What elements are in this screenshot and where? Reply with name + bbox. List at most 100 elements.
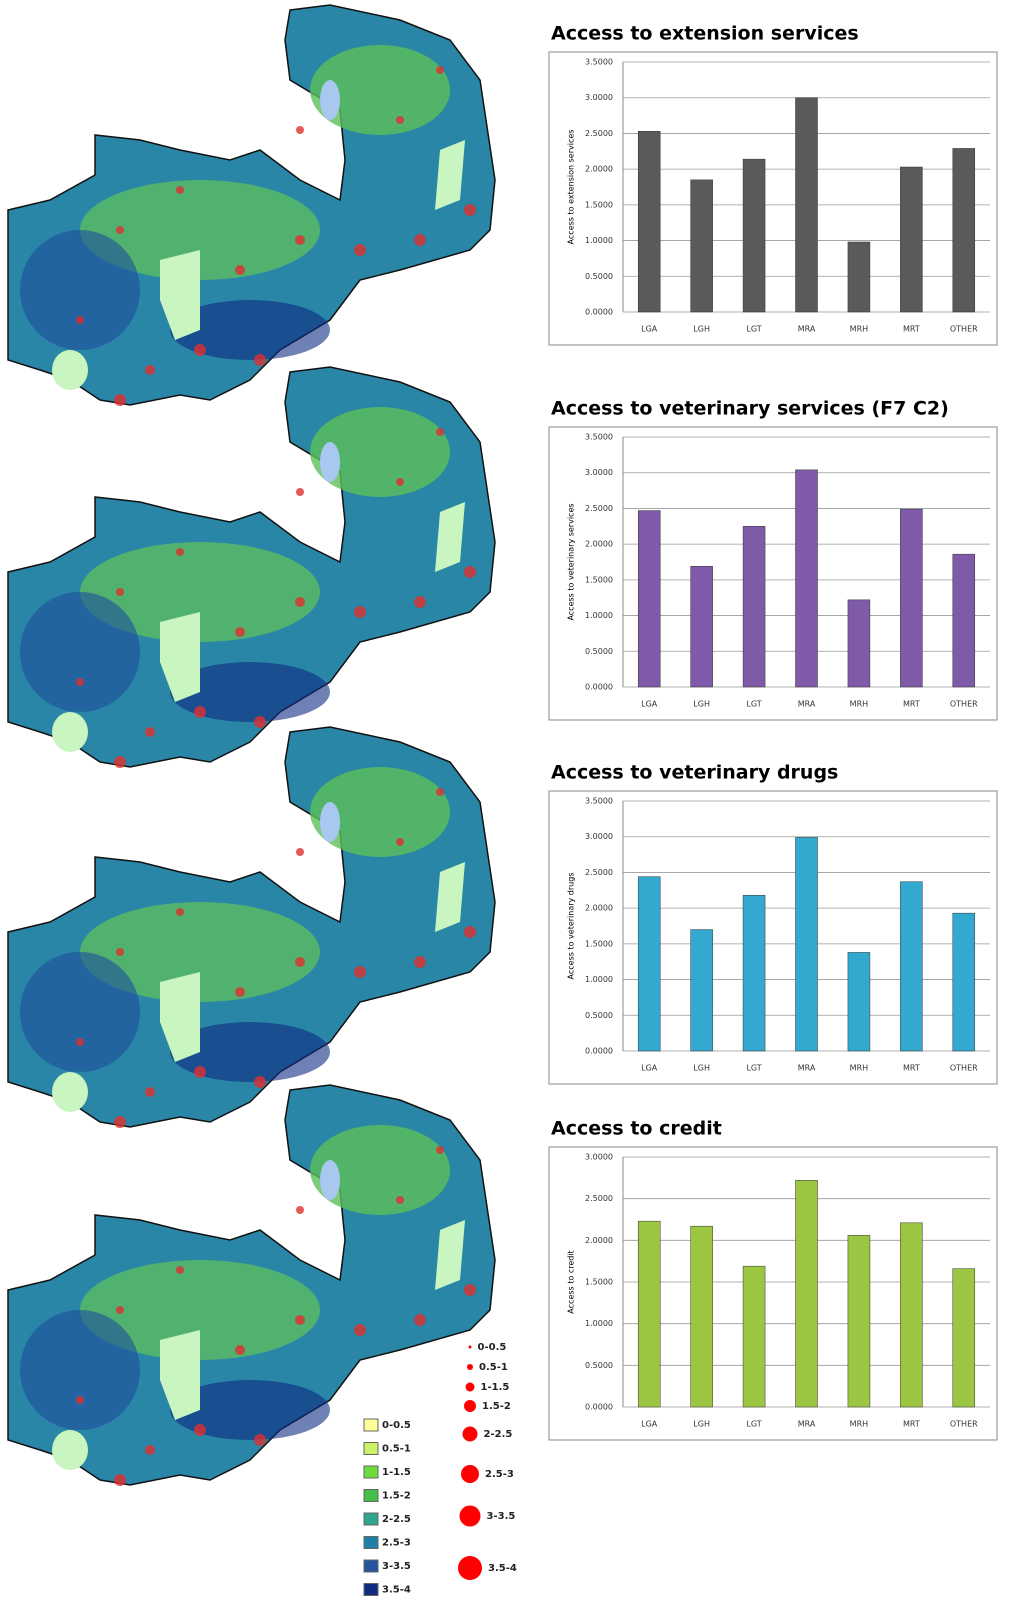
chart-title: Access to extension services <box>551 23 859 45</box>
y-tick-label: 3.5000 <box>585 58 613 67</box>
legend-label: 1.5-2 <box>482 1401 511 1412</box>
bar <box>743 895 765 1051</box>
chart-frame <box>549 52 997 345</box>
chart-frame <box>549 1147 997 1440</box>
y-tick-label: 1.5000 <box>585 200 613 209</box>
legend-swatch <box>364 1513 378 1525</box>
x-tick-label: MRT <box>903 700 920 709</box>
bar-chart: Access to veterinary services (F7 C2) Acc… <box>549 398 997 721</box>
legend-label: 3.5-4 <box>488 1563 517 1574</box>
map <box>8 5 495 406</box>
x-tick-label: LGT <box>746 325 761 334</box>
bar <box>638 1221 660 1407</box>
x-tick-label: MRH <box>850 1420 868 1429</box>
legend-dot <box>463 1427 478 1442</box>
y-tick-label: 1.0000 <box>585 975 613 984</box>
y-tick-label: 0.0000 <box>585 308 613 317</box>
legend-label: 2.5-3 <box>485 1469 514 1480</box>
map <box>8 727 495 1128</box>
legend-dot <box>464 1400 476 1412</box>
bar <box>953 554 975 687</box>
chart-title: Access to veterinary drugs <box>551 762 838 784</box>
bar <box>953 1269 975 1407</box>
y-tick-label: 3.0000 <box>585 832 613 841</box>
bar <box>796 837 818 1051</box>
bar <box>796 470 818 687</box>
y-tick-label: 3.5000 <box>585 433 613 442</box>
y-tick-label: 2.5000 <box>585 129 613 138</box>
legend-dot <box>458 1556 482 1580</box>
legend-label: 2-2.5 <box>382 1514 411 1525</box>
legend-label: 3.5-4 <box>382 1585 411 1596</box>
x-tick-label: MRA <box>798 325 816 334</box>
x-tick-label: LGT <box>746 1420 761 1429</box>
y-tick-label: 2.0000 <box>585 1236 613 1245</box>
y-tick-label: 1.5000 <box>585 1278 613 1287</box>
x-tick-label: MRT <box>903 325 920 334</box>
legend-swatch <box>364 1584 378 1596</box>
x-tick-label: MRT <box>903 1420 920 1429</box>
legend-dot <box>469 1346 472 1349</box>
legend-label: 0-0.5 <box>478 1342 507 1353</box>
legend-swatch <box>364 1537 378 1549</box>
y-tick-label: 1.5000 <box>585 939 613 948</box>
x-tick-label: LGH <box>693 700 710 709</box>
bar <box>848 1235 870 1407</box>
legend-label: 0.5-1 <box>479 1362 508 1373</box>
legend-dot <box>461 1465 479 1483</box>
x-tick-label: LGH <box>693 325 710 334</box>
y-tick-label: 2.5000 <box>585 504 613 513</box>
bar-chart: Access to veterinary drugs Access to vete… <box>549 762 997 1085</box>
bar <box>848 952 870 1051</box>
y-axis-label: Access to veterinary drugs <box>567 873 576 980</box>
x-tick-label: LGA <box>641 1420 658 1429</box>
map-legend: 0-0.50.5-11-1.51.5-22-2.52.5-33-3.53.5-4… <box>364 1342 517 1596</box>
x-tick-label: OTHER <box>950 1420 978 1429</box>
figure: Access to extension servicesAccess to ex… <box>0 0 1025 1612</box>
legend-dot <box>466 1383 475 1392</box>
y-tick-label: 3.0000 <box>585 93 613 102</box>
x-tick-label: OTHER <box>950 325 978 334</box>
legend-swatch <box>364 1443 378 1455</box>
bar <box>900 882 922 1051</box>
x-tick-label: LGA <box>641 325 658 334</box>
y-tick-label: 3.0000 <box>585 1153 613 1162</box>
x-tick-label: MRH <box>850 1064 868 1073</box>
chart-title: Access to veterinary services (F7 C2) <box>551 398 949 420</box>
x-tick-label: OTHER <box>950 1064 978 1073</box>
x-tick-label: MRH <box>850 700 868 709</box>
y-tick-label: 2.0000 <box>585 165 613 174</box>
y-tick-label: 3.0000 <box>585 468 613 477</box>
y-tick-label: 0.5000 <box>585 1361 613 1370</box>
x-tick-label: MRH <box>850 325 868 334</box>
chart-title: Access to credit <box>551 1118 722 1140</box>
bar <box>953 913 975 1051</box>
x-tick-label: MRA <box>798 1064 816 1073</box>
bar <box>900 1223 922 1407</box>
y-axis-label: Access to credit <box>567 1250 576 1313</box>
y-tick-label: 3.5000 <box>585 797 613 806</box>
x-tick-label: MRA <box>798 700 816 709</box>
y-axis-label: Access to veterinary services <box>567 503 576 620</box>
page: Access to extension servicesAccess to ex… <box>0 0 1025 1612</box>
x-tick-label: OTHER <box>950 700 978 709</box>
x-tick-label: LGT <box>746 700 761 709</box>
bar <box>796 1180 818 1407</box>
bar <box>691 1226 713 1407</box>
bar <box>848 600 870 687</box>
y-tick-label: 0.5000 <box>585 272 613 281</box>
x-tick-label: MRA <box>798 1420 816 1429</box>
y-tick-label: 0.0000 <box>585 683 613 692</box>
y-tick-label: 1.5000 <box>585 575 613 584</box>
legend-label: 0.5-1 <box>382 1444 411 1455</box>
chart-frame <box>549 791 997 1084</box>
legend-swatch <box>364 1466 378 1478</box>
legend-swatch <box>364 1490 378 1502</box>
bar <box>953 148 975 312</box>
legend-swatch <box>364 1560 378 1572</box>
y-tick-label: 1.0000 <box>585 236 613 245</box>
y-tick-label: 1.0000 <box>585 1319 613 1328</box>
legend-label: 3-3.5 <box>487 1511 516 1522</box>
